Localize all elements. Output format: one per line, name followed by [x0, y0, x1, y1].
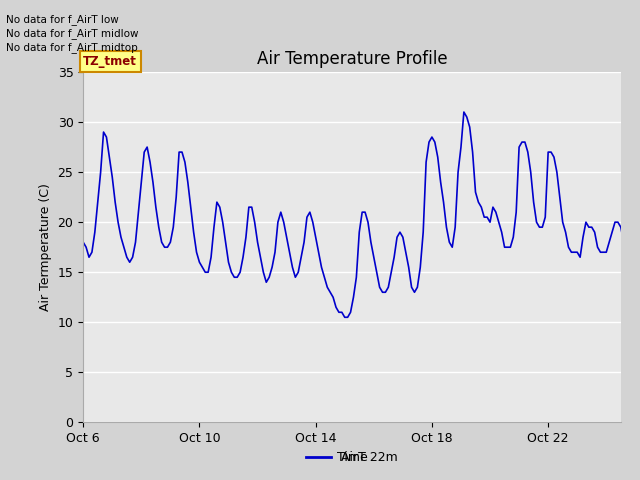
- Text: No data for f_AirT midtop: No data for f_AirT midtop: [6, 42, 138, 53]
- Text: No data for f_AirT low: No data for f_AirT low: [6, 13, 119, 24]
- Text: TZ_tmet: TZ_tmet: [83, 55, 137, 68]
- Legend: AirT 22m: AirT 22m: [301, 446, 403, 469]
- Title: Air Temperature Profile: Air Temperature Profile: [257, 49, 447, 68]
- Text: No data for f_AirT midlow: No data for f_AirT midlow: [6, 28, 139, 39]
- Y-axis label: Air Termperature (C): Air Termperature (C): [39, 183, 52, 311]
- X-axis label: Time: Time: [337, 451, 367, 464]
